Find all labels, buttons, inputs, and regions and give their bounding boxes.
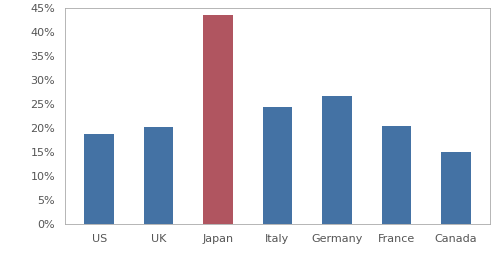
Bar: [441, 152, 470, 224]
Bar: [382, 126, 411, 224]
Bar: [203, 15, 233, 224]
Bar: [144, 127, 174, 224]
Bar: [262, 107, 292, 224]
Bar: [84, 134, 114, 224]
Bar: [322, 96, 352, 224]
